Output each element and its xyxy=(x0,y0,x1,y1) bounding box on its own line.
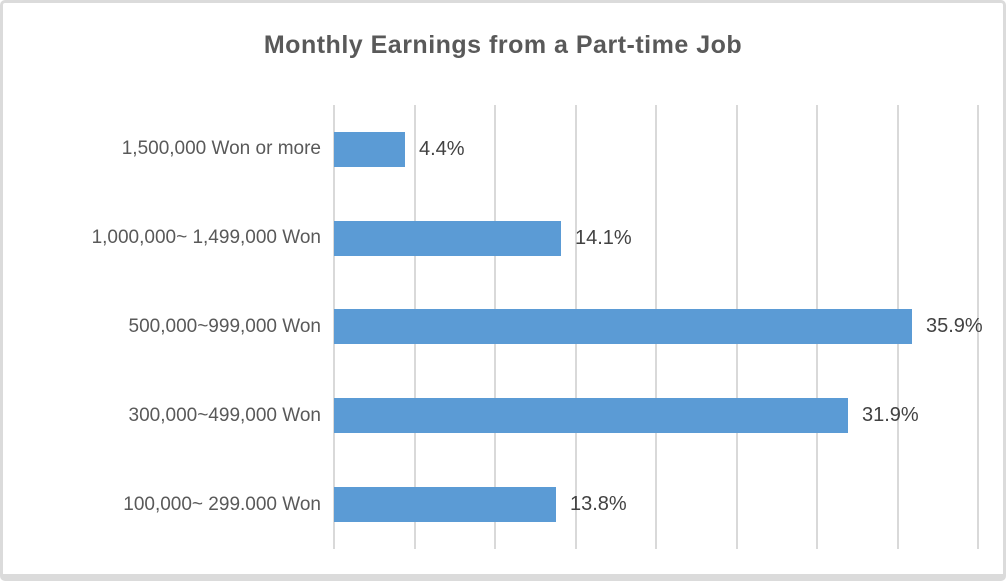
value-label-4: 13.8% xyxy=(570,493,627,516)
bar-3 xyxy=(334,398,848,434)
value-label-3: 31.9% xyxy=(862,404,919,427)
category-label-4: 100,000~ 299.000 Won xyxy=(123,493,321,515)
category-label-3: 300,000~499,000 Won xyxy=(128,404,321,426)
bar-4 xyxy=(334,487,556,523)
value-label-2: 35.9% xyxy=(926,315,983,338)
category-label-2: 500,000~999,000 Won xyxy=(128,315,321,337)
bar-0 xyxy=(334,131,405,167)
bar-row: 13.8% xyxy=(334,460,978,549)
chart-title: Monthly Earnings from a Part-time Job xyxy=(263,31,743,59)
bar-row: 4.4% xyxy=(334,105,978,194)
bar-row: 14.1% xyxy=(334,194,978,283)
category-label-1: 1,000,000~ 1,499,000 Won xyxy=(91,227,321,249)
category-label-0: 1,500,000 Won or more xyxy=(121,138,321,160)
bar-1 xyxy=(334,220,561,256)
bar-row: 31.9% xyxy=(334,371,978,460)
bar-2 xyxy=(334,309,912,345)
value-label-0: 4.4% xyxy=(419,137,465,160)
plot-area: 4.4% 14.1% 35.9% 31.9% 13.8% xyxy=(333,105,983,549)
bar-row: 35.9% xyxy=(334,283,983,372)
value-label-1: 14.1% xyxy=(575,226,632,249)
gridline xyxy=(977,105,979,549)
